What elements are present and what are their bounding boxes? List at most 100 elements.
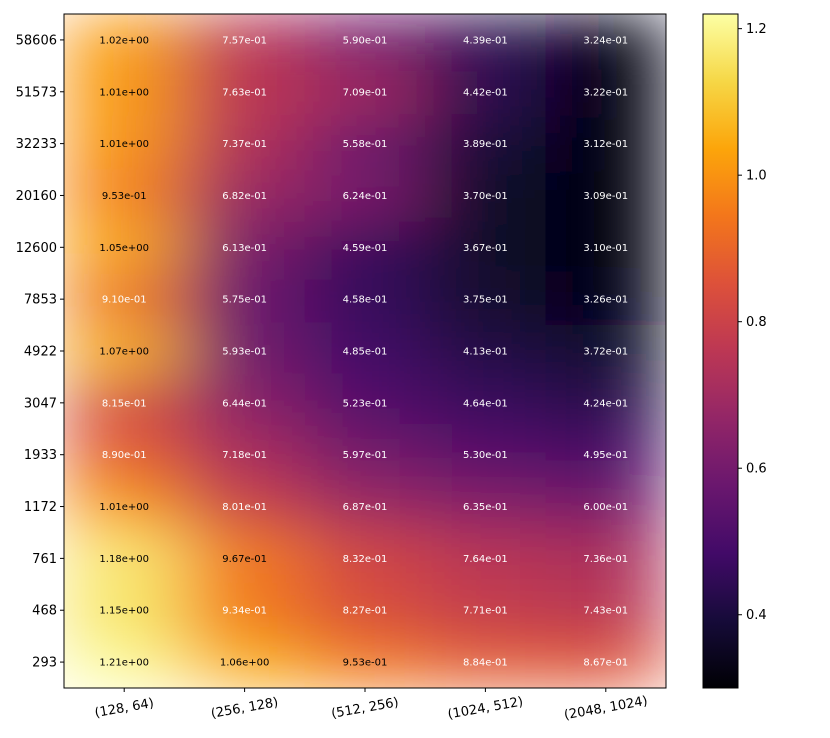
cell-value-label: 5.23e-01	[343, 398, 388, 409]
heatmap-cell	[545, 325, 666, 378]
x-tick-label: (256, 128)	[210, 695, 280, 722]
cell-value-label: 1.15e+00	[99, 606, 149, 617]
heatmap-cell	[304, 584, 426, 637]
y-tick-label: 1933	[24, 448, 57, 463]
cell-value-label: 6.13e-01	[222, 243, 267, 254]
heatmap-cell	[425, 480, 547, 533]
cell-value-label: 4.85e-01	[343, 347, 388, 358]
heatmap-cell	[184, 169, 306, 222]
colorbar-tick-label: 1.0	[746, 169, 767, 184]
heatmap-cell	[545, 65, 666, 119]
cell-value-label: 1.02e+00	[99, 35, 149, 46]
y-tick-label: 4922	[24, 345, 57, 360]
cell-value-label: 6.00e-01	[583, 502, 628, 513]
cell-value-label: 7.09e-01	[343, 87, 388, 98]
heatmap-cell	[184, 428, 306, 482]
heatmap-cell	[304, 480, 426, 533]
cell-value-label: 6.35e-01	[463, 502, 508, 513]
cell-value-label: 1.21e+00	[99, 658, 149, 669]
heatmap-cell	[425, 584, 547, 637]
cell-value-label: 4.58e-01	[343, 295, 388, 306]
cell-value-label: 7.43e-01	[583, 606, 628, 617]
heatmap-cell	[64, 65, 185, 119]
heatmap-cell	[545, 636, 666, 688]
heatmap-cell	[64, 636, 185, 688]
cell-value-label: 8.27e-01	[343, 606, 388, 617]
cell-value-label: 3.72e-01	[583, 347, 628, 358]
cell-value-label: 8.90e-01	[102, 450, 147, 461]
cell-value-label: 4.42e-01	[463, 87, 508, 98]
heatmap-cell	[545, 14, 666, 67]
heatmap-cell	[184, 532, 306, 585]
cell-value-label: 4.24e-01	[583, 398, 628, 409]
heatmap-cell	[425, 14, 547, 67]
cell-value-label: 1.07e+00	[99, 347, 149, 358]
x-tick-label: (512, 256)	[330, 695, 400, 722]
heatmap-cell	[425, 325, 547, 378]
cell-value-label: 5.93e-01	[222, 347, 267, 358]
heatmap-cell	[184, 480, 306, 533]
heatmap-cell	[304, 117, 426, 171]
heatmap-cell	[545, 273, 666, 326]
heatmap-cell	[184, 273, 306, 326]
x-tick-label: (128, 64)	[94, 696, 155, 721]
cell-value-label: 7.36e-01	[583, 554, 628, 565]
heatmap-cell	[64, 221, 185, 274]
heatmap-cell	[64, 480, 185, 533]
cell-value-label: 1.06e+00	[220, 658, 270, 669]
heatmap-cell	[184, 117, 306, 171]
heatmap-cell	[304, 169, 426, 222]
heatmap-cell	[184, 325, 306, 378]
heatmap-cell	[184, 636, 306, 688]
heatmap-cell	[184, 221, 306, 274]
cell-value-label: 3.12e-01	[583, 139, 628, 150]
cell-value-label: 7.18e-01	[222, 450, 267, 461]
cell-value-label: 1.05e+00	[99, 243, 149, 254]
cell-value-label: 8.15e-01	[102, 398, 147, 409]
cell-value-label: 3.10e-01	[583, 243, 628, 254]
heatmap-cell	[425, 532, 547, 585]
cell-value-label: 6.87e-01	[343, 502, 388, 513]
cell-value-label: 4.13e-01	[463, 347, 508, 358]
heatmap-cell	[425, 117, 547, 171]
y-tick-label: 761	[32, 552, 57, 567]
cell-value-label: 4.39e-01	[463, 35, 508, 46]
heatmap-cell	[184, 376, 306, 430]
cell-value-label: 9.67e-01	[222, 554, 267, 565]
y-tick-label: 32233	[16, 137, 57, 152]
colorbar-ticks: 0.4 0.6 0.8 1.0 1.2	[738, 22, 767, 623]
cell-value-label: 9.34e-01	[222, 606, 267, 617]
colorbar-tick-label: 0.6	[746, 462, 767, 477]
heatmap-cell	[64, 14, 185, 67]
y-tick-label: 468	[32, 604, 57, 619]
cell-value-label: 3.09e-01	[583, 191, 628, 202]
cell-value-label: 7.57e-01	[222, 35, 267, 46]
heatmap-cell	[64, 169, 185, 222]
heatmap-cell	[545, 428, 666, 482]
colorbar-frame	[702, 13, 739, 689]
heatmap-cell	[64, 532, 185, 585]
cell-value-label: 1.01e+00	[99, 139, 149, 150]
heatmap-cell	[184, 584, 306, 637]
cell-value-label: 5.97e-01	[343, 450, 388, 461]
heatmap-cell	[304, 636, 426, 688]
y-tick-label: 20160	[16, 189, 57, 204]
cell-value-label: 3.24e-01	[583, 35, 628, 46]
cell-value-label: 4.64e-01	[463, 398, 508, 409]
heatmap-cell-labels: 1.02e+00 7.57e-01 5.90e-01 4.39e-01 3.24e-01…	[99, 35, 628, 668]
cell-value-label: 5.30e-01	[463, 450, 508, 461]
heatmap-cell	[425, 65, 547, 119]
heatmap-cell	[545, 532, 666, 585]
cell-value-label: 1.01e+00	[99, 87, 149, 98]
x-axis: (128, 64) (256, 128) (512, 256) (1024, 512)…	[94, 688, 649, 723]
cell-value-label: 3.26e-01	[583, 295, 628, 306]
colorbar-gradient	[703, 14, 738, 688]
colorbar: 0.4 0.6 0.8 1.0 1.2	[702, 13, 767, 689]
cell-value-label: 3.89e-01	[463, 139, 508, 150]
colorbar-tick-label: 0.8	[746, 315, 767, 330]
cell-value-label: 3.22e-01	[583, 87, 628, 98]
heatmap-cell	[545, 169, 666, 222]
y-tick-label: 58606	[16, 33, 57, 48]
heatmap-cell	[304, 532, 426, 585]
